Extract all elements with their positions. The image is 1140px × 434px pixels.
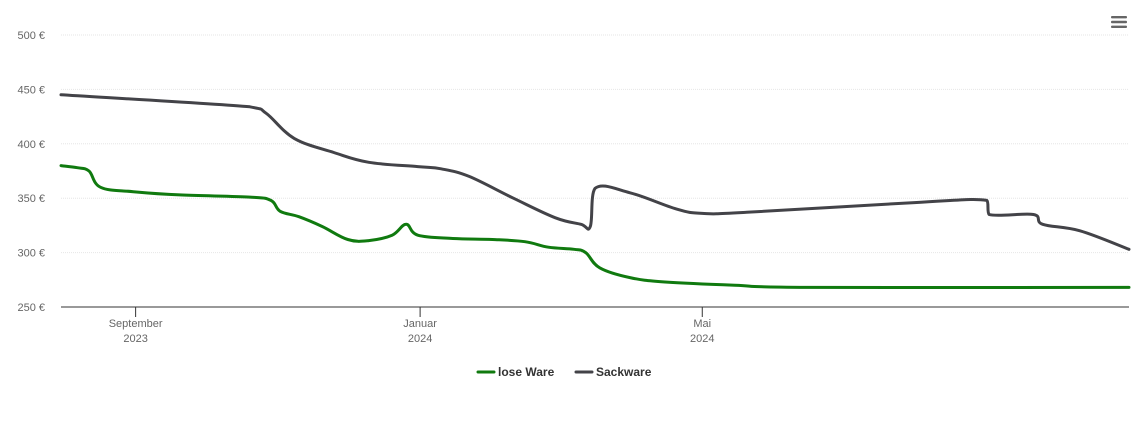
y-tick-label: 450 €: [17, 84, 45, 96]
y-tick-label: 350 €: [17, 193, 45, 205]
x-axis-labels: September 2023 Januar 2024 Mai 2024: [109, 318, 715, 345]
legend-item[interactable]: Sackware: [574, 365, 652, 379]
x-tick-sublabel: 2023: [123, 333, 147, 345]
legend-label: Sackware: [596, 365, 652, 379]
series-line-sackware[interactable]: [59, 93, 1131, 251]
x-tick-sublabel: 2024: [408, 333, 432, 345]
legend-label: lose Ware: [498, 365, 555, 379]
series-lines: [59, 93, 1131, 290]
y-tick-label: 250 €: [17, 302, 45, 314]
y-tick-label: 400 €: [17, 139, 45, 151]
y-tick-label: 500 €: [17, 30, 45, 42]
x-axis-ticks: [135, 307, 703, 317]
chart-menu-button[interactable]: [1110, 15, 1128, 29]
hamburger-menu-icon: [1111, 16, 1127, 28]
x-tick-label: Januar: [403, 318, 437, 330]
x-tick-label: September: [109, 318, 163, 330]
x-tick-sublabel: 2024: [690, 333, 714, 345]
legend[interactable]: lose Ware Sackware: [476, 365, 652, 379]
y-tick-label: 300 €: [17, 248, 45, 260]
series-line-lose-ware[interactable]: [59, 164, 1131, 290]
gridlines: [61, 34, 1129, 254]
legend-item[interactable]: lose Ware: [476, 365, 555, 379]
x-tick-label: Mai: [693, 318, 711, 330]
y-axis-labels: 250 € 300 € 350 € 400 € 450 € 500 €: [17, 30, 45, 314]
